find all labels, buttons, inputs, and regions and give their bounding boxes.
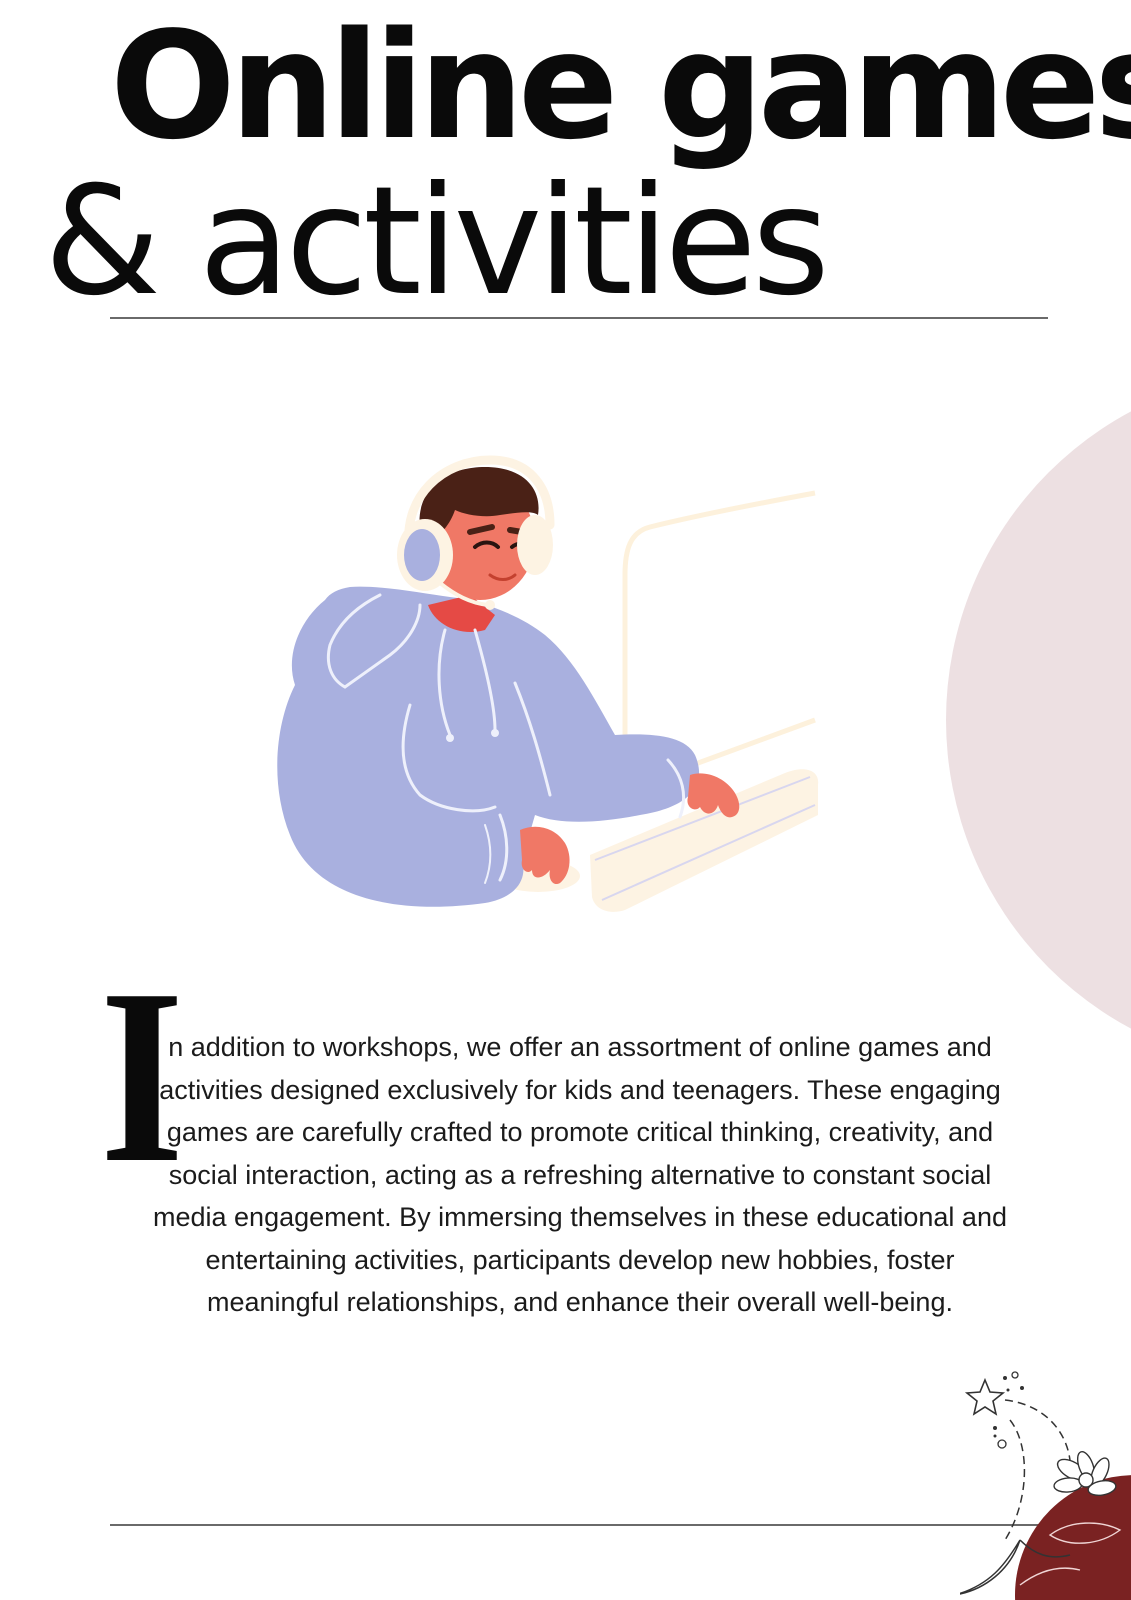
bottom-divider (110, 1524, 1040, 1526)
star-moon-flower-doodle-icon (960, 1371, 1131, 1600)
drop-cap-glyph: I (100, 970, 184, 1164)
decorative-pink-circle (946, 370, 1131, 1070)
page-title: Online games (110, 0, 1131, 172)
body-paragraph: n addition to workshops, we offer an ass… (153, 1032, 1007, 1317)
page-subtitle: & activities (44, 155, 830, 329)
gamer-with-headset-illustration (277, 455, 819, 912)
top-divider (110, 317, 1048, 319)
drop-cap-letter: I (100, 970, 184, 1164)
